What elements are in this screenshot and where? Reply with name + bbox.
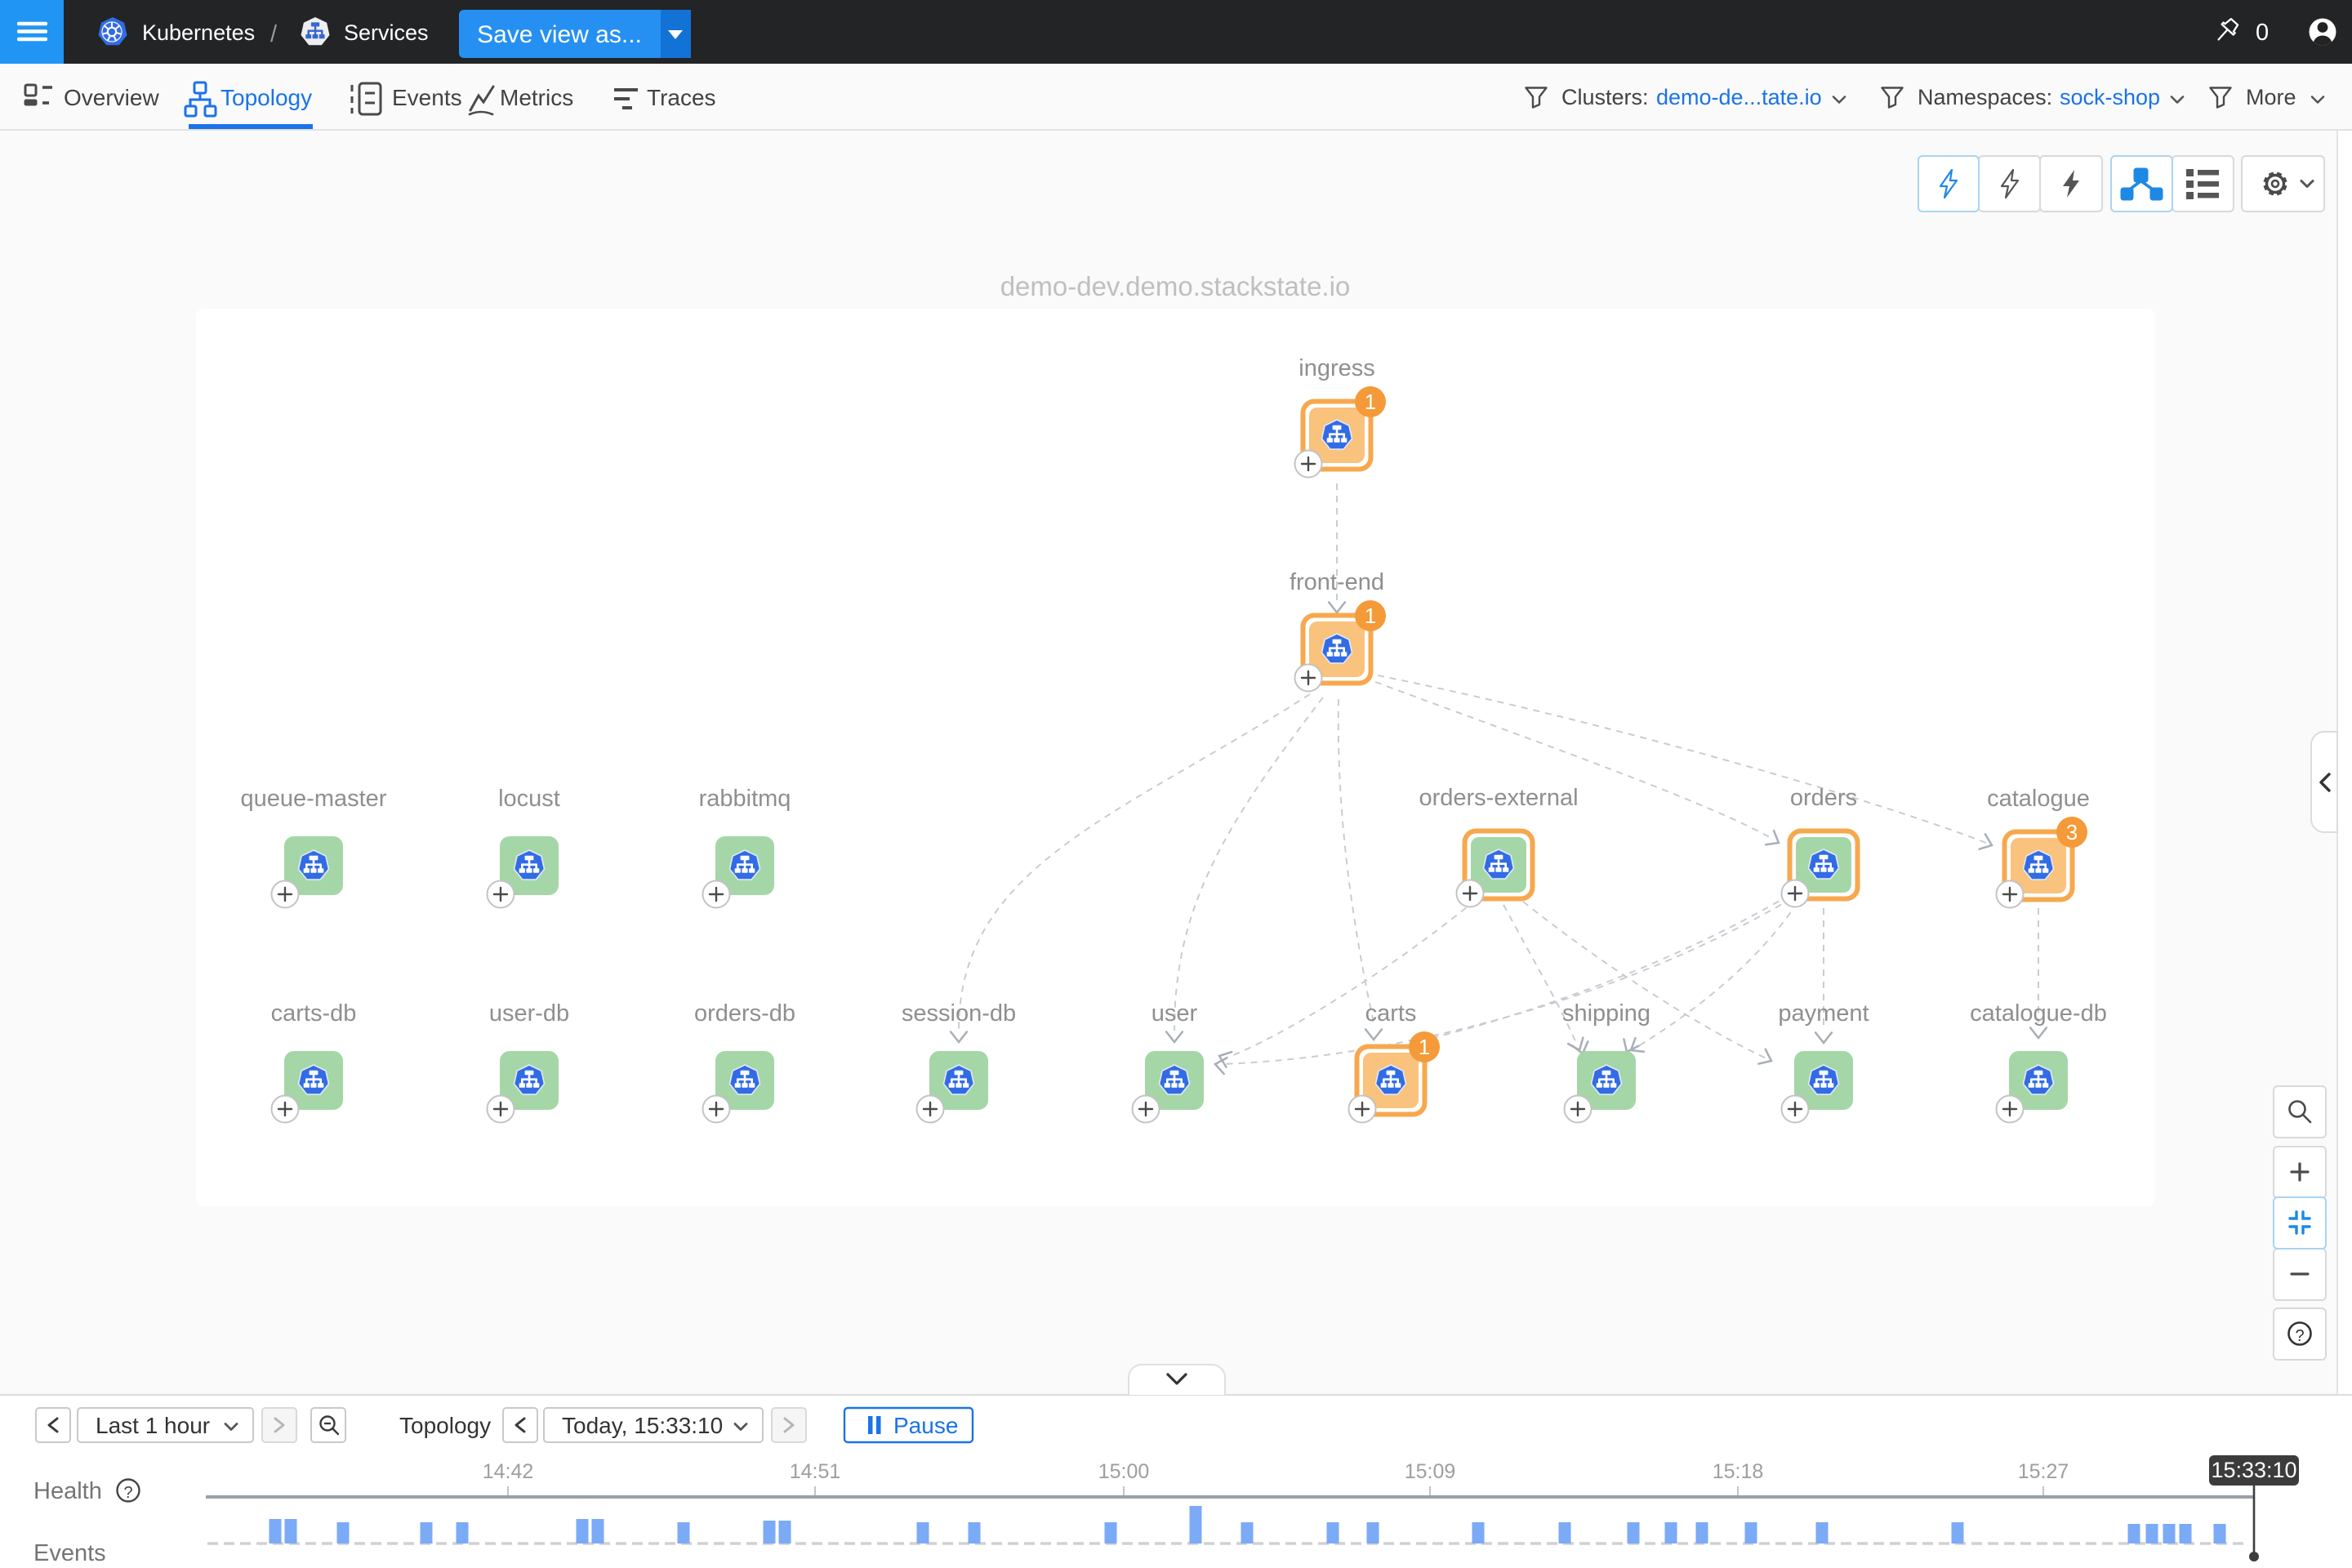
svg-text:queue-master: queue-master: [241, 786, 387, 812]
svg-text:payment: payment: [1778, 1000, 1869, 1027]
svg-text:Pause: Pause: [893, 1413, 958, 1438]
svg-text:shipping: shipping: [1562, 1000, 1650, 1027]
svg-text:15:18: 15:18: [1713, 1460, 1764, 1483]
svg-text:demo-de...tate.io: demo-de...tate.io: [1656, 85, 1822, 109]
svg-text:Last 1 hour: Last 1 hour: [96, 1413, 210, 1438]
svg-text:catalogue-db: catalogue-db: [1970, 1000, 2107, 1027]
svg-text:carts-db: carts-db: [271, 1000, 357, 1027]
svg-text:1: 1: [1365, 390, 1376, 414]
svg-text:Kubernetes: Kubernetes: [142, 20, 255, 45]
svg-text:15:00: 15:00: [1098, 1460, 1150, 1483]
svg-text:15:33:10: 15:33:10: [2211, 1458, 2296, 1482]
svg-text:?: ?: [2295, 1327, 2304, 1345]
svg-text:1: 1: [1419, 1035, 1430, 1059]
svg-text:Metrics: Metrics: [500, 85, 573, 110]
svg-text:carts: carts: [1365, 1000, 1417, 1027]
svg-text:user-db: user-db: [489, 1000, 569, 1027]
svg-text:front-end: front-end: [1290, 569, 1384, 595]
svg-text:orders-db: orders-db: [694, 1000, 795, 1027]
svg-text:Today, 15:33:10: Today, 15:33:10: [562, 1413, 723, 1438]
svg-text:Traces: Traces: [647, 85, 716, 110]
svg-text:Events: Events: [392, 85, 462, 110]
svg-text:user: user: [1152, 1000, 1198, 1027]
svg-text:sock-shop: sock-shop: [2060, 85, 2160, 109]
svg-text:Namespaces:: Namespaces:: [1918, 85, 2052, 109]
svg-text:orders: orders: [1790, 785, 1857, 811]
svg-text:rabbitmq: rabbitmq: [699, 786, 791, 812]
svg-text:?: ?: [123, 1484, 132, 1502]
svg-text:Events: Events: [33, 1540, 106, 1566]
svg-text:/: /: [270, 21, 278, 47]
svg-text:Services: Services: [344, 20, 429, 45]
svg-text:14:42: 14:42: [483, 1460, 534, 1483]
svg-text:ingress: ingress: [1298, 355, 1375, 381]
svg-text:14:51: 14:51: [790, 1460, 841, 1483]
svg-text:Topology: Topology: [220, 85, 312, 110]
svg-text:15:09: 15:09: [1405, 1460, 1456, 1483]
svg-text:demo-dev.demo.stackstate.io: demo-dev.demo.stackstate.io: [1000, 271, 1351, 301]
svg-text:Health: Health: [33, 1478, 102, 1504]
svg-text:15:27: 15:27: [2018, 1460, 2069, 1483]
svg-text:session-db: session-db: [902, 1000, 1016, 1027]
svg-text:0: 0: [2256, 20, 2269, 46]
svg-text:Overview: Overview: [64, 85, 159, 110]
svg-text:orders-external: orders-external: [1419, 785, 1578, 811]
svg-text:Save view as...: Save view as...: [477, 21, 642, 48]
svg-text:3: 3: [2066, 820, 2078, 844]
svg-text:locust: locust: [498, 786, 560, 812]
svg-text:1: 1: [1365, 604, 1376, 628]
svg-text:Clusters:: Clusters:: [1561, 85, 1649, 109]
svg-text:Topology: Topology: [399, 1413, 491, 1438]
svg-text:catalogue: catalogue: [1987, 786, 2090, 812]
svg-text:More: More: [2246, 85, 2296, 109]
